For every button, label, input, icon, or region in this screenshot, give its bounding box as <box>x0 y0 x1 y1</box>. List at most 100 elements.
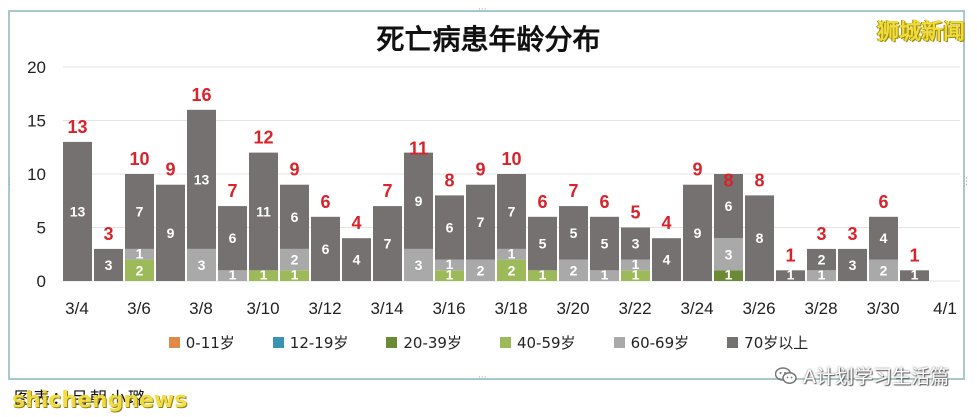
bar-value-label: 3 <box>632 236 640 252</box>
bar-value-label: 3 <box>105 257 113 273</box>
legend-swatch <box>272 337 284 348</box>
bar-segment <box>373 206 402 281</box>
bar-total-label: 9 <box>692 160 702 180</box>
legend-label: 60-69岁 <box>630 334 690 352</box>
bar-value-label: 2 <box>570 262 578 278</box>
bar-value-label: 1 <box>632 256 640 272</box>
legend-swatch <box>499 337 511 348</box>
bar-value-label: 2 <box>477 262 485 278</box>
bar-segment <box>869 216 898 260</box>
frame-handle-bottom[interactable]: ··· <box>478 373 487 383</box>
x-tick-label: 3/24 <box>680 299 713 318</box>
bar-segment <box>466 184 495 260</box>
bar-value-label: 2 <box>136 262 144 278</box>
bar-segment <box>807 248 836 271</box>
bar-value-label: 9 <box>415 193 423 209</box>
x-tick-label: 3/12 <box>308 299 341 318</box>
bar-total-label: 8 <box>444 170 454 190</box>
frame-handle-right[interactable]: ⋮ <box>962 177 971 187</box>
bar-segment <box>466 259 495 281</box>
bar-value-label: 1 <box>291 267 299 283</box>
bar-value-label: 11 <box>256 203 271 219</box>
bar-segment <box>94 248 123 281</box>
bar-value-label: 1 <box>446 256 454 272</box>
brand-logo: 狮城新闻 <box>876 20 965 45</box>
legend-label: 40-59岁 <box>516 334 576 352</box>
bar-segment <box>838 248 867 281</box>
bar-value-label: 5 <box>570 225 578 241</box>
chart-legend: 0-11岁 12-19岁 20-39岁 40-59岁 60-69岁 70岁以上 <box>0 332 977 353</box>
bar-segment <box>435 195 464 260</box>
x-tick-label: 3/30 <box>866 299 899 318</box>
bar-value-label: 3 <box>849 257 857 273</box>
bar-value-label: 9 <box>694 225 702 241</box>
bar-segment <box>497 248 526 260</box>
bar-value-label: 4 <box>880 230 888 246</box>
bar-value-label: 1 <box>508 245 516 261</box>
bar-total-label: 12 <box>253 128 273 148</box>
y-tick-label: 5 <box>37 219 46 238</box>
bar-segment <box>187 248 216 281</box>
wechat-icon <box>774 366 797 385</box>
bar-segment <box>869 259 898 281</box>
legend-label: 70岁以上 <box>744 334 809 352</box>
bar-value-label: 1 <box>229 267 237 283</box>
bar-segment <box>714 174 743 239</box>
bar-segment <box>714 238 743 271</box>
bar-segment <box>590 216 619 271</box>
bar-value-label: 1 <box>446 267 454 283</box>
bar-value-label: 6 <box>322 241 330 257</box>
bar-total-label: 6 <box>878 192 888 212</box>
bar-total-label: 3 <box>816 224 826 244</box>
y-tick-label: 20 <box>27 58 46 77</box>
bar-total-label: 3 <box>103 224 113 244</box>
bar-segment <box>435 270 464 281</box>
bar-segment <box>280 270 309 281</box>
frame-handle-top[interactable]: ··· <box>478 5 487 15</box>
bar-value-label: 4 <box>663 252 671 268</box>
x-tick-label: 4/1 <box>933 299 957 318</box>
bar-segment <box>125 259 154 281</box>
bar-total-label: 7 <box>227 181 237 201</box>
legend-item: 0-11岁 <box>168 332 235 353</box>
bar-total-label: 6 <box>599 192 609 212</box>
bar-value-label: 13 <box>194 171 210 187</box>
bar-segment <box>404 152 433 249</box>
bar-value-label: 9 <box>167 225 175 241</box>
bar-total-label: 9 <box>289 160 299 180</box>
x-tick-label: 3/8 <box>189 299 213 318</box>
bar-value-label: 8 <box>756 230 764 246</box>
bar-total-label: 5 <box>630 203 640 223</box>
bar-value-label: 2 <box>508 262 516 278</box>
bar-value-label: 6 <box>446 220 454 236</box>
legend-item: 20-39岁 <box>386 332 462 353</box>
bar-value-label: 1 <box>818 267 826 283</box>
bar-segment <box>900 270 929 281</box>
x-tick-label: 3/18 <box>494 299 527 318</box>
chart-title: 死亡病患年龄分布 <box>376 23 601 56</box>
bar-segment <box>280 248 309 271</box>
bar-total-label: 10 <box>501 149 521 169</box>
bar-value-label: 13 <box>70 203 86 219</box>
bar-value-label: 5 <box>601 236 609 252</box>
legend-label: 0-11岁 <box>185 334 235 352</box>
bar-total-label: 10 <box>129 149 149 169</box>
bar-segment <box>63 141 92 281</box>
bar-total-label: 4 <box>351 213 361 233</box>
bar-value-label: 1 <box>632 267 640 283</box>
x-tick-label: 3/22 <box>618 299 651 318</box>
bar-segment <box>280 184 309 249</box>
bar-total-label: 7 <box>382 181 392 201</box>
bar-total-label: 1 <box>785 245 795 265</box>
bar-value-label: 7 <box>477 214 485 230</box>
bar-segment <box>776 270 805 281</box>
legend-swatch <box>168 337 180 348</box>
x-tick-label: 3/10 <box>246 299 279 318</box>
bar-value-label: 1 <box>539 267 547 283</box>
bar-segment <box>652 238 681 281</box>
bar-value-label: 7 <box>136 203 144 219</box>
bar-segment <box>714 270 743 281</box>
bar-segment <box>621 227 650 260</box>
frame-handle-left[interactable]: ⋮ <box>5 177 14 187</box>
bar-total-label: 13 <box>67 117 87 137</box>
